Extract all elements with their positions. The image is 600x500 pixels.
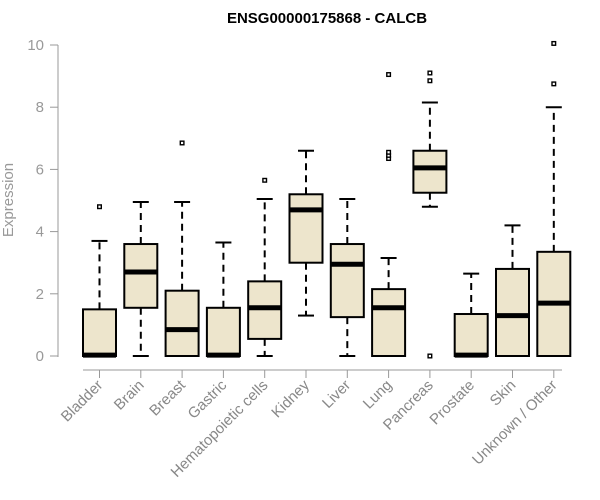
outlier-point — [427, 353, 433, 359]
x-tick-label: Bladder — [58, 377, 107, 426]
outlier-point — [96, 204, 102, 210]
x-tick-label: Brain — [111, 377, 148, 414]
boxes-layer — [82, 40, 572, 359]
box-rect — [412, 149, 448, 194]
box-group — [164, 140, 200, 357]
outlier-point — [386, 149, 392, 155]
box-group — [247, 177, 283, 357]
x-tick-label: Skin — [487, 377, 520, 410]
box-rect — [164, 289, 200, 357]
outlier-point — [427, 70, 433, 76]
box-rect — [495, 267, 530, 358]
box-rect — [329, 243, 365, 319]
y-tick-label: 0 — [36, 348, 44, 365]
box-group — [329, 197, 365, 357]
box-group — [123, 201, 159, 357]
box-group — [536, 40, 572, 357]
box-rect — [123, 243, 159, 309]
outlier-point — [551, 81, 557, 87]
box-group — [412, 70, 448, 359]
box-group — [453, 272, 489, 358]
box-group — [371, 72, 407, 358]
outlier-point — [179, 140, 185, 146]
outlier-point — [551, 40, 557, 46]
y-tick-label: 8 — [36, 99, 44, 116]
chart-title: ENSG00000175868 - CALCB — [227, 10, 427, 27]
box-rect — [82, 308, 117, 358]
box-group — [82, 204, 117, 358]
y-tick-label: 2 — [36, 286, 44, 303]
x-tick-label: Lung — [360, 377, 396, 413]
x-tick-label: Breast — [146, 376, 189, 419]
box-rect — [205, 306, 241, 358]
y-tick-label: 6 — [36, 161, 44, 178]
y-axis-ticks: 0 2 4 6 8 10 — [27, 37, 58, 365]
box-group — [205, 241, 241, 358]
y-tick-label: 10 — [27, 37, 44, 54]
box-group — [495, 224, 530, 358]
box-group — [288, 149, 324, 317]
outlier-point — [262, 177, 268, 183]
x-tick-label: Liver — [319, 377, 354, 412]
y-axis-label: Expression — [0, 163, 17, 237]
box-rect — [453, 313, 489, 358]
box-rect — [371, 288, 407, 358]
x-tick-label: Prostate — [426, 377, 478, 429]
box-rect — [288, 193, 324, 264]
outlier-point — [427, 78, 433, 84]
x-tick-label: Kidney — [268, 376, 313, 421]
y-tick-label: 4 — [36, 224, 44, 241]
outlier-point — [386, 72, 392, 78]
